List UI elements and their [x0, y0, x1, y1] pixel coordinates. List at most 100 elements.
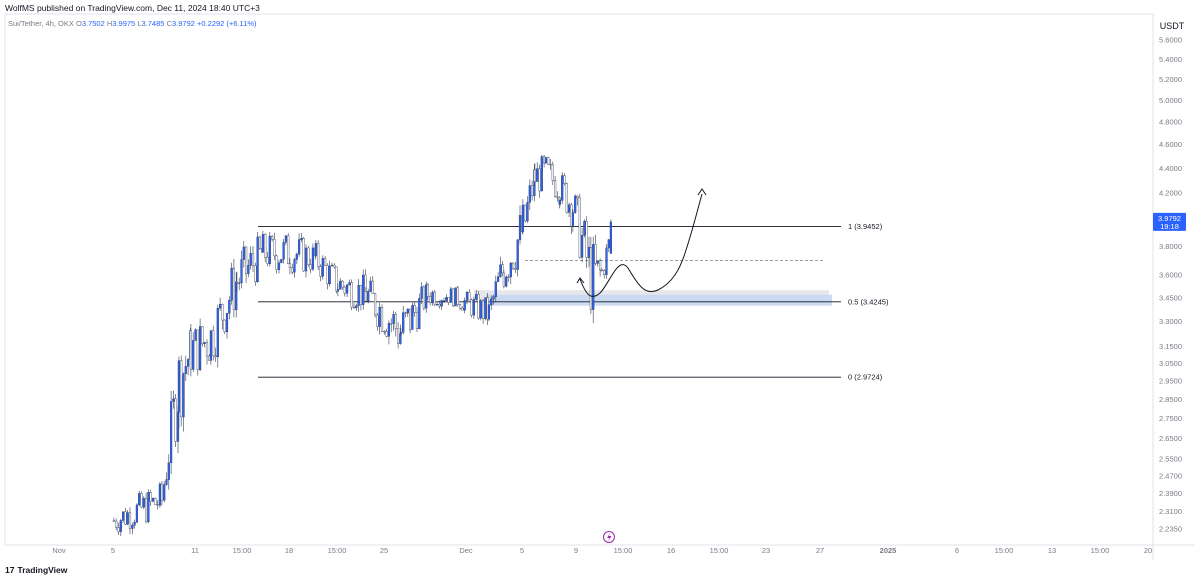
candle-body — [596, 260, 599, 264]
symbol-label[interactable]: Sui/Tether, 4h, OKX — [8, 19, 74, 28]
candle-body — [355, 305, 358, 309]
price-tick-label: 5.2000 — [1159, 75, 1182, 84]
price-tick-label: 2.3100 — [1159, 507, 1182, 516]
candle-body — [184, 366, 187, 374]
time-tick-label: 18 — [285, 546, 293, 555]
candle-body — [230, 267, 233, 301]
candle-body — [346, 284, 349, 294]
arrow-head-start — [576, 277, 585, 284]
time-tick-label: 13 — [1048, 546, 1056, 555]
time-tick-label: 15:00 — [995, 546, 1014, 555]
candle-body — [422, 286, 425, 309]
time-tick-label: 11 — [191, 546, 199, 555]
time-tick-label: Nov — [52, 546, 66, 555]
candle-body — [261, 234, 264, 253]
candle-body — [147, 492, 150, 522]
candle-body — [247, 265, 250, 274]
candle-body — [406, 308, 409, 314]
candle-body — [249, 253, 252, 266]
candle-body — [201, 326, 204, 344]
candle-body — [203, 342, 206, 344]
candle-body — [479, 300, 482, 319]
time-tick-label: 15:00 — [1091, 546, 1110, 555]
candle-body — [350, 282, 353, 308]
candle-body — [359, 285, 362, 305]
candle-body — [131, 525, 134, 529]
candle-body — [494, 281, 497, 297]
candle-body — [461, 308, 464, 311]
candle-body — [156, 504, 159, 506]
candle-body — [524, 204, 527, 222]
close-value: 3.9792 — [171, 19, 195, 28]
price-tick-label: 3.4500 — [1159, 293, 1182, 302]
candle-body — [592, 244, 595, 310]
tradingview-logo[interactable]: 17 TradingView — [5, 565, 67, 575]
candle-body — [385, 331, 388, 337]
price-tick-label: 5.4000 — [1159, 55, 1182, 64]
candle-body — [447, 297, 450, 303]
time-tick-label: 25 — [380, 546, 388, 555]
time-tick-label: 15:00 — [328, 546, 347, 555]
candle-body — [307, 247, 310, 265]
candle-body — [526, 202, 529, 222]
price-tick-label: 2.2350 — [1159, 525, 1182, 534]
low-label: L — [137, 19, 142, 28]
candle-body — [319, 266, 322, 277]
fib-lines: 1 (3.9452) 0.5 (3.4245) 0 (2.9724) — [258, 222, 889, 382]
price-tick-label: 2.9500 — [1159, 377, 1182, 386]
candle-body — [445, 297, 448, 301]
candle-body — [235, 281, 238, 284]
candle-body — [216, 308, 219, 358]
candle-body — [536, 168, 539, 182]
candle-body — [218, 304, 222, 309]
candle-body — [468, 291, 471, 301]
candle-body — [304, 247, 308, 272]
price-tick-label: 2.4700 — [1159, 471, 1182, 480]
candle-body — [192, 340, 195, 370]
candle-body — [551, 164, 554, 181]
candle-body — [124, 511, 127, 525]
candle-body — [271, 235, 274, 240]
candle-body — [221, 304, 224, 321]
candle-body — [151, 498, 155, 502]
ohlc-legend: Sui/Tether, 4h, OKX O3.7502 H3.9975 L3.7… — [8, 19, 257, 28]
candle-body — [475, 294, 478, 300]
candle-body — [238, 282, 241, 284]
close-label: C — [166, 19, 172, 28]
candle-body — [273, 238, 276, 257]
candle-body — [287, 235, 290, 264]
candle-body — [343, 286, 346, 294]
candle-body — [484, 297, 487, 319]
candle-body — [512, 262, 515, 269]
candle-body — [169, 401, 173, 464]
price-badge-value: 3.9792 — [1158, 214, 1181, 223]
candle-body — [518, 215, 522, 241]
candle-body — [521, 204, 524, 232]
candle-body — [172, 398, 175, 402]
candle-body — [599, 260, 602, 271]
candle-body — [394, 314, 397, 329]
candle-body — [177, 360, 180, 413]
time-tick-label: 15:00 — [710, 546, 729, 555]
candle-body — [380, 307, 384, 332]
candle-body — [138, 493, 141, 506]
candle-body — [367, 291, 370, 302]
candle-body — [288, 263, 291, 269]
candle-body — [335, 266, 338, 292]
candle-body — [533, 169, 536, 182]
candle-body — [426, 284, 429, 297]
currency-label[interactable]: USDT — [1159, 21, 1185, 31]
candle-body — [212, 330, 215, 357]
candle-body — [600, 269, 603, 272]
candle-body — [402, 312, 405, 333]
candle-body — [561, 175, 564, 201]
candle-body — [438, 304, 441, 307]
price-badge-countdown: 19:18 — [1160, 222, 1179, 231]
candle-body — [442, 300, 446, 302]
candle-body — [449, 288, 452, 303]
candle-body — [302, 238, 305, 272]
candle-body — [549, 163, 552, 166]
candle-body — [321, 258, 324, 277]
price-tick-label: 4.6000 — [1159, 140, 1182, 149]
